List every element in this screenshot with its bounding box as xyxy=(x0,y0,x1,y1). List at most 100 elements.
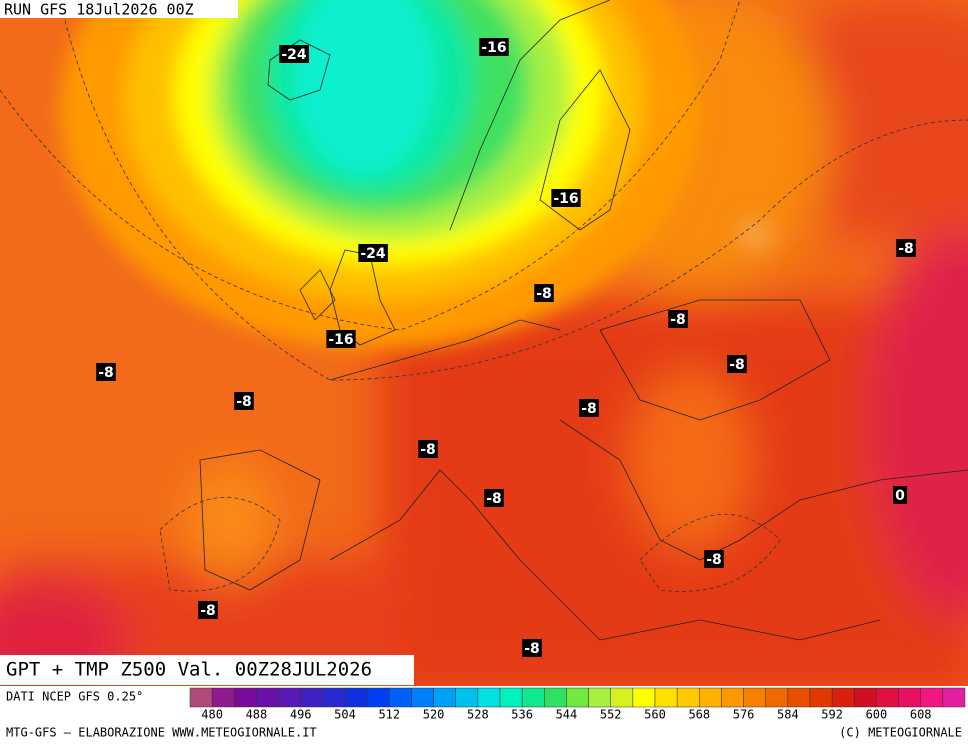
colorbar-swatch xyxy=(477,687,501,708)
colorbar-swatch xyxy=(765,687,789,708)
temperature-label: -24 xyxy=(360,246,386,262)
temperature-label: -8 xyxy=(236,394,252,410)
run-label: RUN GFS 18Jul2026 00Z xyxy=(4,1,194,19)
temperature-label: -8 xyxy=(670,312,686,328)
map-labels: -24 -16 -16 -24 -16 -8 -8 -8 -8 -8 -8 -8 -8 -8 0 -8 -8 -8 xyxy=(96,38,916,657)
colorbar-swatch xyxy=(743,687,766,708)
label-box xyxy=(668,310,688,328)
colorbar-swatch xyxy=(920,687,944,708)
colorbar-swatch xyxy=(366,687,390,708)
colorbar-tick-label: 528 xyxy=(467,708,489,722)
colorbar: 480 488 496 504 512 520 528 536 544 552 560 568 576 5… xyxy=(189,687,966,722)
label-box xyxy=(484,489,504,507)
colorbar-swatch xyxy=(189,687,213,708)
label-box xyxy=(326,330,356,348)
footer-right: (C) METEOGIORNALE xyxy=(839,726,962,740)
colorbar-swatch xyxy=(455,687,479,708)
label-box xyxy=(479,38,509,56)
label-box xyxy=(727,355,747,373)
colorbar-tick-label: 544 xyxy=(556,708,578,722)
colorbar-swatch xyxy=(610,687,634,708)
colorbar-tick-label: 496 xyxy=(290,708,312,722)
colorbar-swatch xyxy=(898,687,921,708)
isolines xyxy=(0,0,968,592)
temperature-label: -8 xyxy=(898,241,914,257)
colorbar-tick-label: 520 xyxy=(423,708,445,722)
colorbar-tick-label: 592 xyxy=(821,708,843,722)
temperature-label: -16 xyxy=(553,191,578,207)
colorbar-swatch xyxy=(654,687,678,708)
temperature-label: 0 xyxy=(895,488,905,504)
map-field xyxy=(0,0,968,686)
colorbar-swatch xyxy=(854,687,877,708)
colorbar-swatch xyxy=(300,687,324,708)
colorbar-swatch xyxy=(256,687,279,708)
label-box xyxy=(522,639,542,657)
temperature-label: -8 xyxy=(486,491,502,507)
label-box xyxy=(198,601,218,619)
colorbar-tick-label: 512 xyxy=(378,708,400,722)
label-box xyxy=(534,284,554,302)
temperature-label: -16 xyxy=(481,40,506,56)
colorbar-swatch xyxy=(389,687,412,708)
colorbar-swatch xyxy=(876,687,899,708)
label-box xyxy=(96,363,116,381)
colorbar-tick-label: 536 xyxy=(511,708,533,722)
colorbar-swatch xyxy=(721,687,744,708)
label-box xyxy=(279,45,309,63)
temperature-label: -16 xyxy=(328,332,353,348)
colorbar-swatch xyxy=(211,687,235,708)
colorbar-tick-label: 504 xyxy=(334,708,356,722)
colorbar-swatch xyxy=(588,687,611,708)
label-box xyxy=(418,440,438,458)
temperature-label: -8 xyxy=(420,442,436,458)
label-box xyxy=(893,486,908,504)
colorbar-swatch xyxy=(632,687,656,708)
colorbar-tick-label: 584 xyxy=(777,708,799,722)
run-box xyxy=(0,0,238,18)
label-box xyxy=(579,399,599,417)
colorbar-swatch xyxy=(676,687,700,708)
temperature-label: -8 xyxy=(524,641,540,657)
colorbar-swatch xyxy=(344,687,368,708)
colorbar-tick-label: 480 xyxy=(201,708,223,722)
colorbar-swatch xyxy=(433,687,456,708)
data-source: DATI NCEP GFS 0.25° xyxy=(6,690,143,704)
coastlines xyxy=(199,0,968,641)
colorbar-tick-label: 568 xyxy=(688,708,710,722)
temperature-label: -8 xyxy=(729,357,745,373)
label-box xyxy=(234,392,254,410)
footer-left: MTG-GFS — ELABORAZIONE WWW.METEOGIORNALE… xyxy=(6,726,317,740)
temperature-label: -24 xyxy=(281,47,307,63)
temperature-label: -8 xyxy=(706,552,722,568)
temperature-label: -8 xyxy=(98,365,114,381)
colorbar-swatch xyxy=(942,687,966,708)
temperature-label: -8 xyxy=(200,603,216,619)
colorbar-tick-label: 576 xyxy=(733,708,755,722)
colorbar-swatch xyxy=(499,687,523,708)
colorbar-tick-label: 488 xyxy=(246,708,268,722)
title-box xyxy=(0,655,414,685)
temperature-label: -8 xyxy=(581,401,597,417)
colorbar-swatch xyxy=(411,687,434,708)
colorbar-swatch xyxy=(699,687,722,708)
label-box xyxy=(896,239,916,257)
colorbar-swatch xyxy=(278,687,301,708)
colorbar-swatch xyxy=(809,687,833,708)
label-box xyxy=(358,244,388,262)
colorbar-swatch xyxy=(831,687,855,708)
colorbar-swatch xyxy=(566,687,589,708)
colorbar-tick-label: 600 xyxy=(866,708,888,722)
colorbar-swatch xyxy=(544,687,567,708)
label-box xyxy=(704,550,724,568)
colorbar-tick-label: 608 xyxy=(910,708,932,722)
map-title: GPT + TMP Z500 Val. 00Z28JUL2026 xyxy=(6,659,372,681)
colorbar-swatch xyxy=(787,687,811,708)
temperature-label: -8 xyxy=(536,286,552,302)
colorbar-tick-label: 560 xyxy=(644,708,666,722)
colorbar-tick-label: 552 xyxy=(600,708,622,722)
colorbar-swatch xyxy=(234,687,257,708)
colorbar-swatch xyxy=(521,687,545,708)
colorbar-swatch xyxy=(322,687,346,708)
